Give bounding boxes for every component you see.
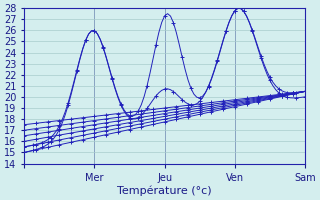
- X-axis label: Température (°c): Température (°c): [117, 185, 212, 196]
